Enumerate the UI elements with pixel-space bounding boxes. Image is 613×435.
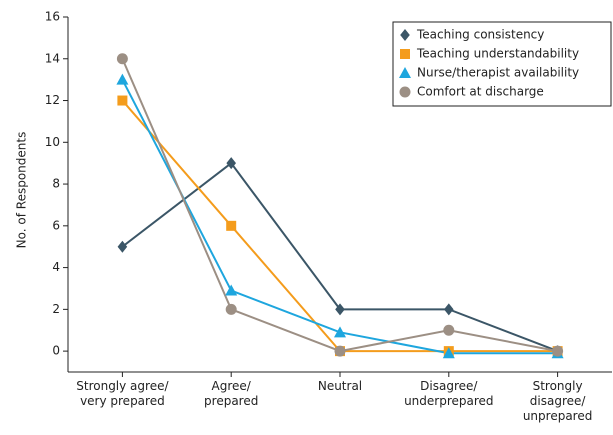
y-tick-label: 14 — [45, 51, 60, 65]
x-tick-label: Strongly agree/ very prepared — [76, 379, 169, 408]
marker — [226, 220, 237, 231]
y-tick-label: 8 — [52, 177, 60, 191]
marker — [443, 324, 455, 336]
marker — [399, 86, 411, 98]
marker — [400, 49, 410, 59]
y-tick-label: 16 — [45, 10, 60, 24]
marker — [444, 303, 454, 316]
x-tick-label: Agree/ prepared — [204, 379, 259, 408]
marker — [225, 303, 237, 315]
legend-label: Nurse/therapist availability — [417, 66, 579, 80]
y-tick-label: 12 — [45, 93, 60, 107]
series-line — [121, 161, 558, 353]
marker — [400, 29, 410, 41]
marker — [442, 347, 455, 359]
marker — [335, 303, 345, 316]
marker — [552, 345, 564, 357]
marker — [225, 284, 238, 296]
marker — [334, 326, 346, 338]
y-tick-label: 2 — [52, 302, 60, 316]
legend-label: Comfort at discharge — [417, 85, 544, 99]
marker — [334, 345, 346, 357]
marker — [226, 157, 236, 170]
y-tick-label: 10 — [45, 135, 60, 149]
y-tick-label: 6 — [52, 218, 60, 232]
x-tick-label: Disagree/ underprepared — [404, 379, 494, 408]
y-axis-label: No. of Respondents — [15, 132, 29, 249]
y-tick-label: 4 — [52, 260, 60, 274]
marker — [399, 67, 411, 78]
marker — [117, 240, 128, 253]
y-tick-label: 0 — [52, 344, 60, 358]
legend-label: Teaching consistency — [416, 28, 544, 42]
x-tick-label: Strongly disagree/ unprepared — [522, 379, 593, 423]
legend-label: Teaching understandability — [416, 47, 579, 61]
legend-box — [392, 21, 612, 107]
marker — [117, 95, 128, 106]
x-tick-label: Neutral — [317, 379, 363, 393]
marker — [116, 73, 129, 85]
marker — [116, 53, 128, 65]
